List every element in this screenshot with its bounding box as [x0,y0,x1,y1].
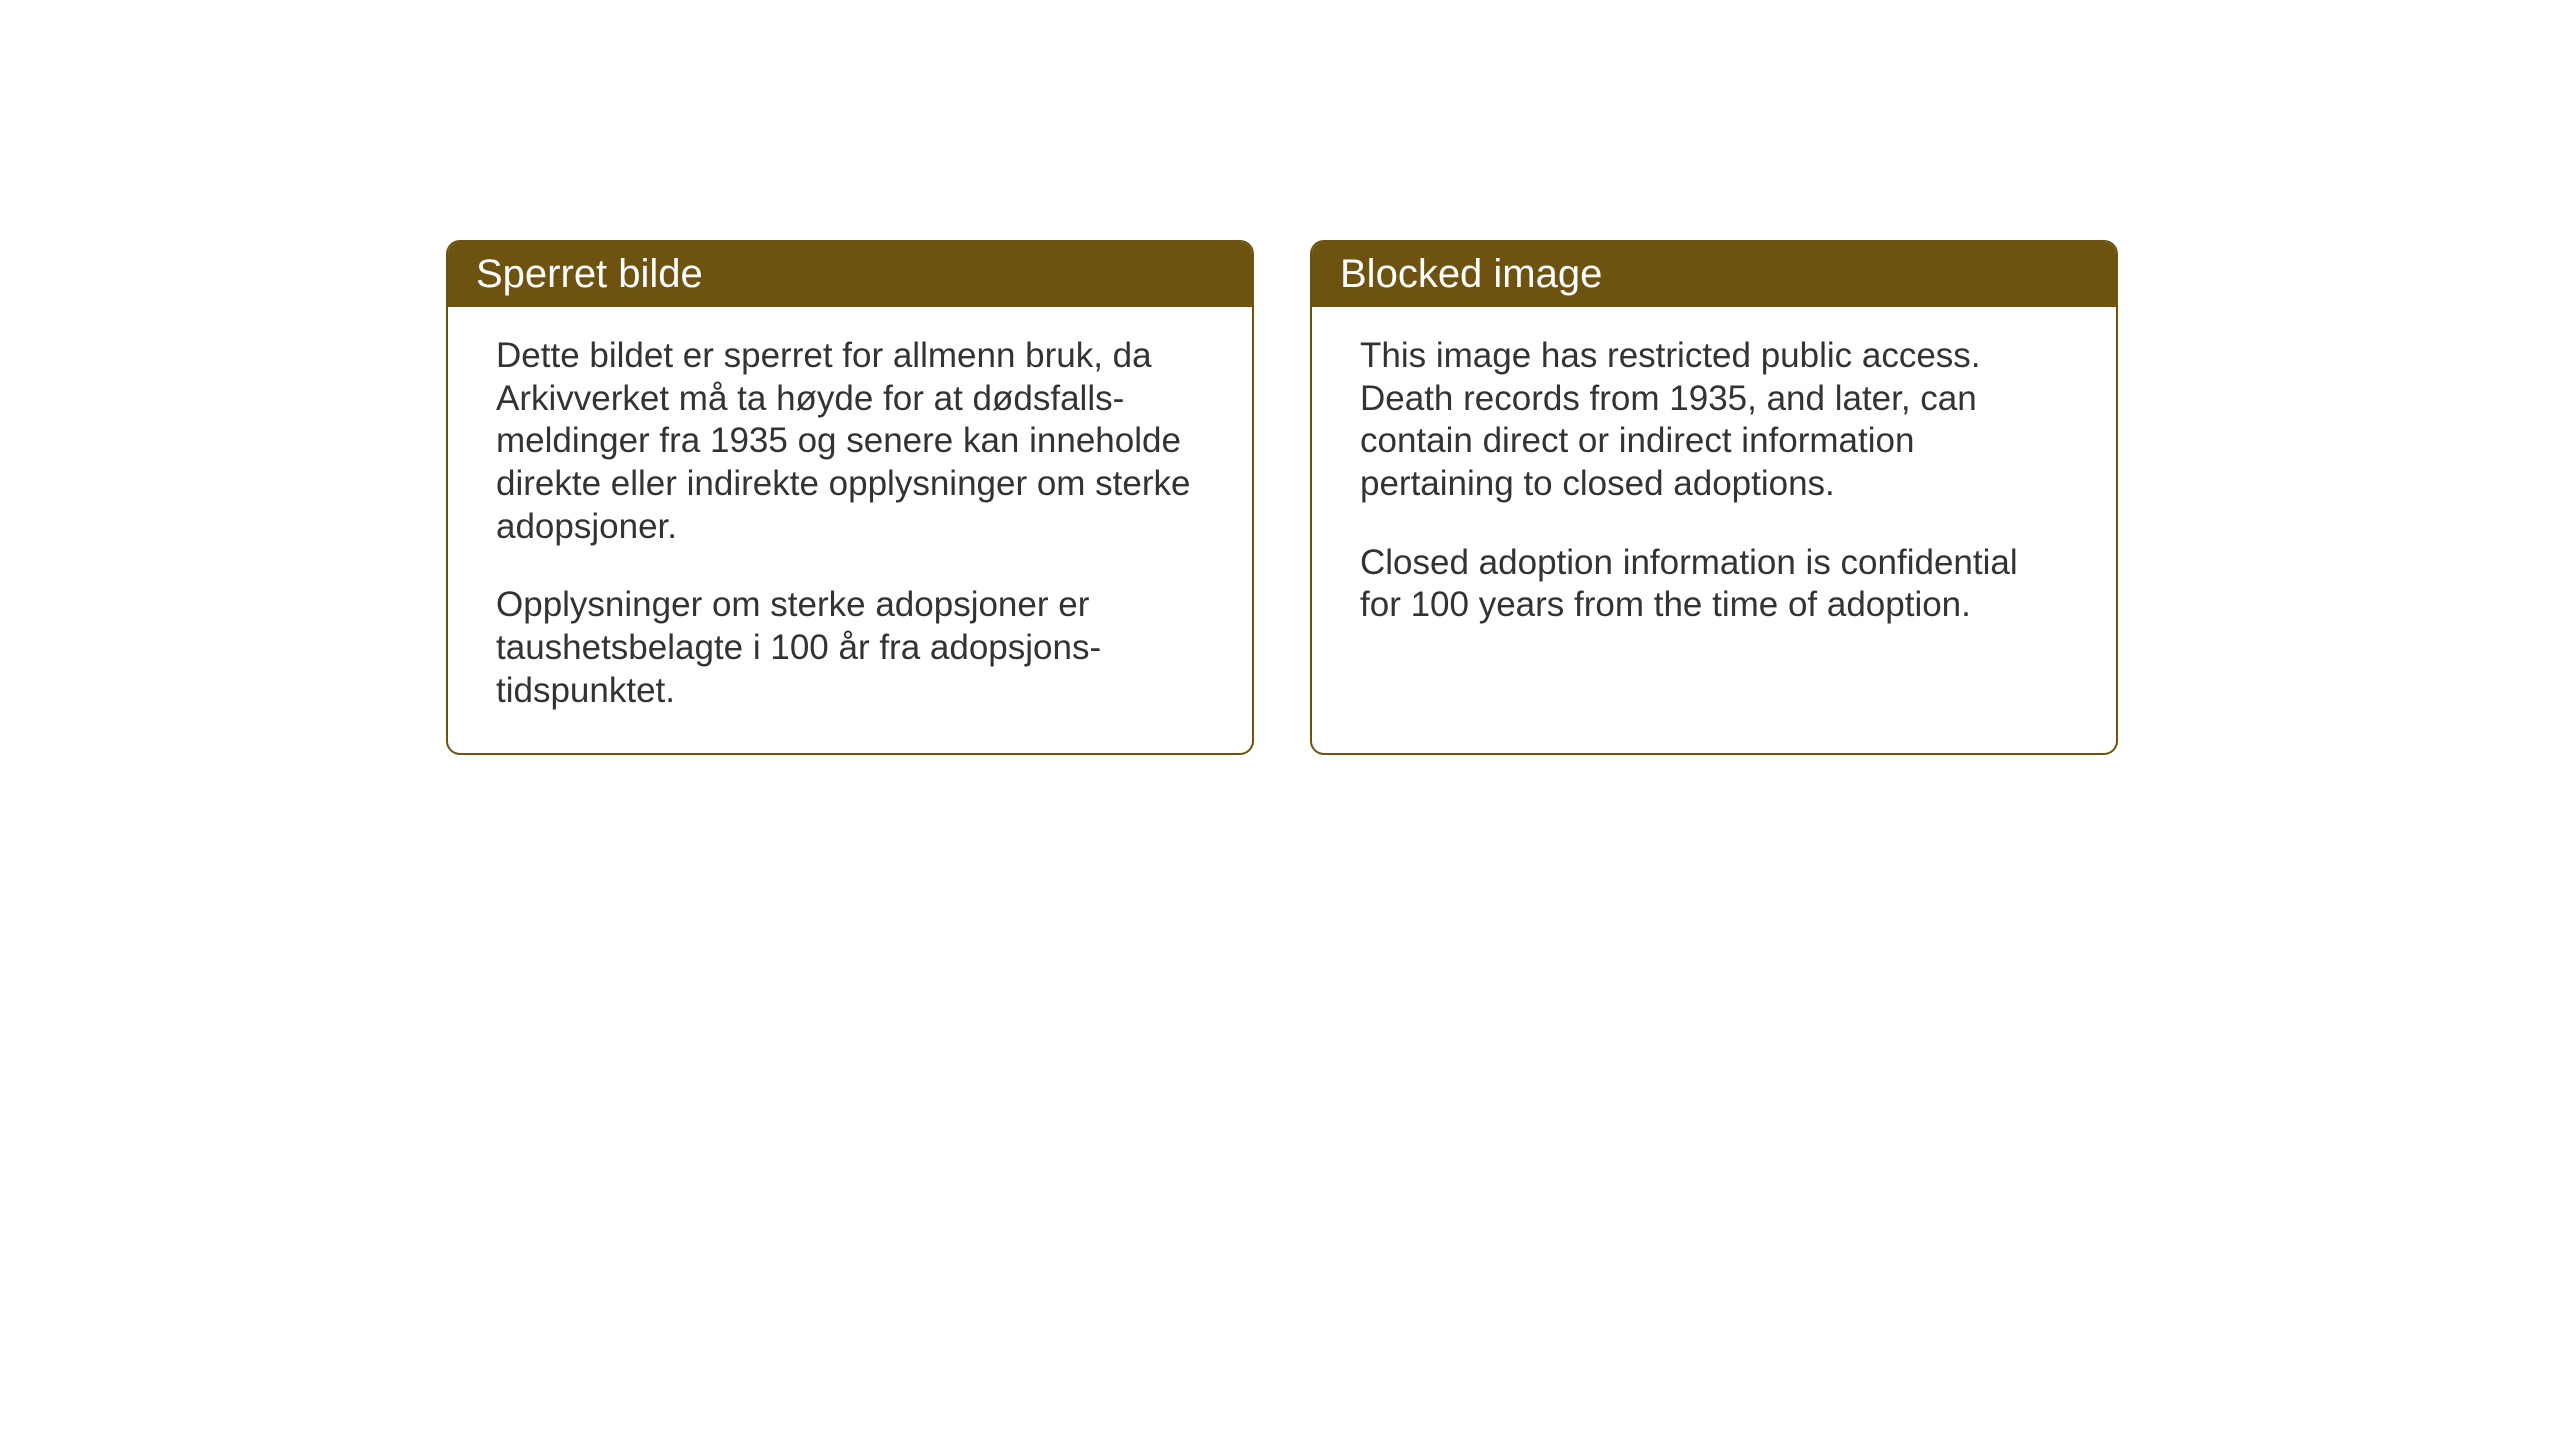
card-body-english: This image has restricted public access.… [1312,307,2116,667]
card-title: Sperret bilde [476,252,703,296]
notice-card-english: Blocked image This image has restricted … [1310,240,2118,755]
notice-container: Sperret bilde Dette bildet er sperret fo… [446,240,2118,755]
card-header-norwegian: Sperret bilde [448,242,1252,307]
card-paragraph: Closed adoption information is confident… [1360,542,2068,627]
card-body-norwegian: Dette bildet er sperret for allmenn bruk… [448,307,1252,753]
card-paragraph: Dette bildet er sperret for allmenn bruk… [496,335,1204,548]
card-paragraph: This image has restricted public access.… [1360,335,2068,506]
card-title: Blocked image [1340,252,1602,296]
card-paragraph: Opplysninger om sterke adopsjoner er tau… [496,584,1204,712]
notice-card-norwegian: Sperret bilde Dette bildet er sperret fo… [446,240,1254,755]
card-header-english: Blocked image [1312,242,2116,307]
